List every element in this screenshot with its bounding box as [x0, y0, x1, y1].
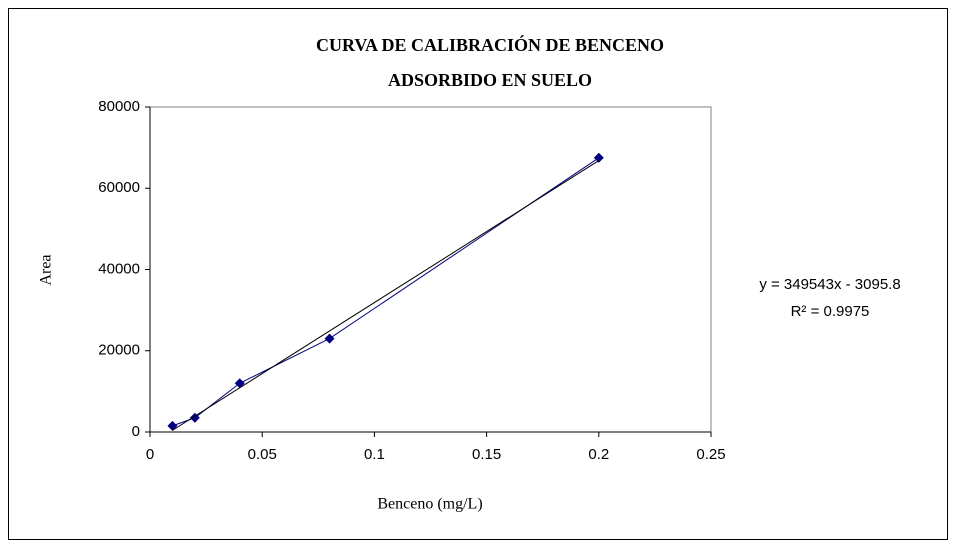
x-axis-label: Benceno (mg/L): [377, 496, 482, 513]
equation: y = 349543x - 3095.8: [759, 276, 900, 293]
y-tick-label: 60000: [98, 179, 140, 196]
y-tick-label: 0: [132, 423, 140, 440]
x-tick-label: 0.2: [588, 446, 609, 463]
marker: [324, 333, 335, 344]
chart-title: ADSORBIDO EN SUELO: [388, 70, 592, 90]
marker: [189, 412, 200, 423]
marker: [593, 152, 604, 163]
chart-border: [8, 8, 948, 540]
x-tick-label: 0: [146, 446, 154, 463]
r-squared: R² = 0.9975: [791, 303, 870, 320]
x-tick-label: 0.25: [696, 446, 725, 463]
chart-title: CURVA DE CALIBRACIÓN DE BENCENO: [316, 34, 664, 55]
y-tick-label: 20000: [98, 342, 140, 359]
x-tick-label: 0.15: [472, 446, 501, 463]
y-axis-label: Area: [38, 254, 55, 285]
x-tick-label: 0.1: [364, 446, 385, 463]
x-tick-label: 0.05: [248, 446, 277, 463]
y-tick-label: 80000: [98, 98, 140, 115]
trendline: [172, 160, 600, 431]
y-tick-label: 40000: [98, 260, 140, 277]
